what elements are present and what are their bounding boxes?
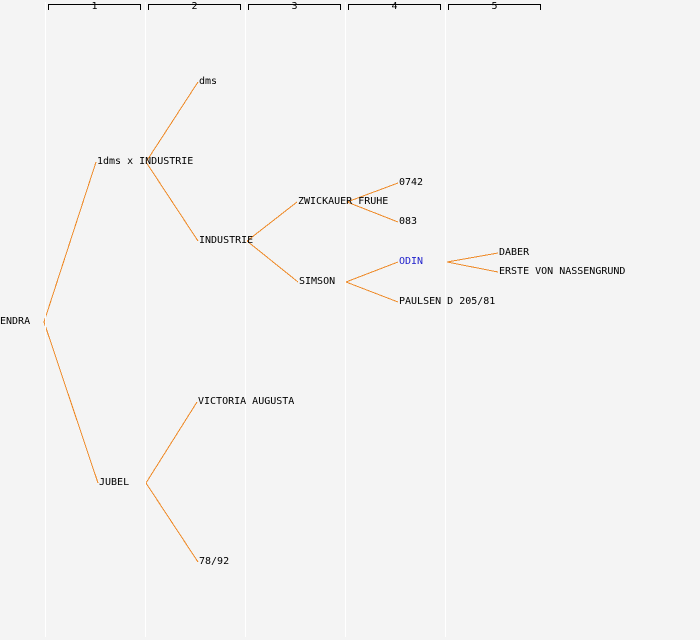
generation-number: 5	[491, 1, 498, 12]
pedigree-node-dms[interactable]: dms	[199, 76, 218, 87]
pedigree-node-0742[interactable]: 0742	[399, 177, 424, 188]
pedigree-node-industrie[interactable]: INDUSTRIE	[199, 235, 254, 246]
column-separator	[45, 2, 46, 637]
generation-bracket	[148, 4, 241, 10]
pedigree-edge-1dms-x-industrie-dms	[145, 81, 199, 163]
column-separator	[245, 2, 246, 637]
pedigree-node-simson[interactable]: SIMSON	[299, 276, 336, 287]
column-separator	[445, 2, 446, 637]
pedigree-node-victoria-augusta[interactable]: VICTORIA AUGUSTA	[198, 396, 295, 407]
pedigree-node-1dms-x-industrie[interactable]: 1dms x INDUSTRIE	[97, 156, 194, 167]
pedigree-edge-zwickauer-fruhe-0742	[346, 182, 399, 203]
generation-bracket	[248, 4, 341, 10]
pedigree-node-78-92[interactable]: 78/92	[199, 556, 230, 567]
pedigree-edge-zwickauer-fruhe-083	[346, 201, 399, 223]
pedigree-edge-simson-paulsen-d-205-81	[345, 281, 399, 303]
pedigree-edge-endra-jubel	[43, 321, 99, 484]
generation-number: 4	[391, 1, 398, 12]
pedigree-node-zwickauer-fruhe[interactable]: ZWICKAUER FRUHE	[298, 196, 389, 207]
generation-number: 2	[191, 1, 198, 12]
pedigree-node-erste-von-nassengrund[interactable]: ERSTE VON NASSENGRUND	[499, 266, 626, 277]
column-separator	[345, 2, 346, 637]
pedigree-node-endra[interactable]: ENDRA	[0, 316, 31, 327]
generation-bracket	[348, 4, 441, 10]
pedigree-edge-endra-1dms-x-industrie	[43, 161, 97, 323]
column-separator	[145, 2, 146, 637]
pedigree-edge-industrie-zwickauer-fruhe	[246, 201, 298, 242]
generation-bracket	[448, 4, 541, 10]
generation-number: 1	[91, 1, 98, 12]
pedigree-node-jubel[interactable]: JUBEL	[99, 477, 130, 488]
pedigree-edge-jubel-78-92	[145, 482, 199, 563]
generation-bracket	[48, 4, 141, 10]
pedigree-edge-odin-erste-von-nassengrund	[446, 261, 499, 273]
pedigree-edge-jubel-victoria-augusta	[145, 401, 198, 484]
pedigree-node-daber[interactable]: DABER	[499, 247, 530, 258]
pedigree-node-paulsen-d-205-81[interactable]: PAULSEN D 205/81	[399, 296, 496, 307]
pedigree-node-083[interactable]: 083	[399, 216, 418, 227]
pedigree-edge-simson-odin	[345, 261, 399, 283]
generation-number: 3	[291, 1, 298, 12]
pedigree-edge-odin-daber	[446, 252, 499, 263]
pedigree-node-odin[interactable]: ODIN	[399, 256, 424, 267]
pedigree-edge-1dms-x-industrie-industrie	[145, 161, 199, 242]
pedigree-edge-industrie-simson	[246, 240, 299, 283]
